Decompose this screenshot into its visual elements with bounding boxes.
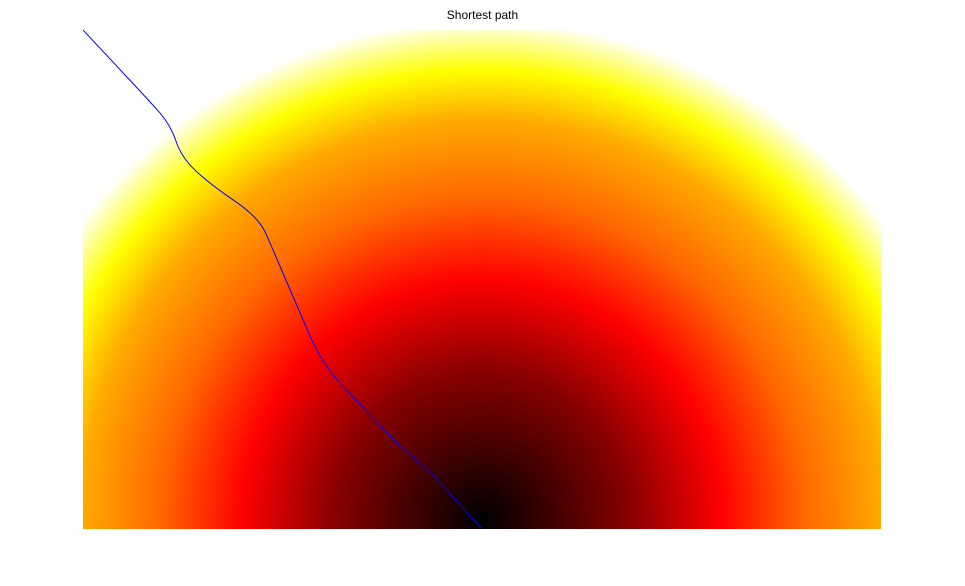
shortest-path-line: [83, 30, 483, 529]
chart-title: Shortest path: [446, 8, 519, 22]
heatmap-field: [83, 30, 881, 529]
